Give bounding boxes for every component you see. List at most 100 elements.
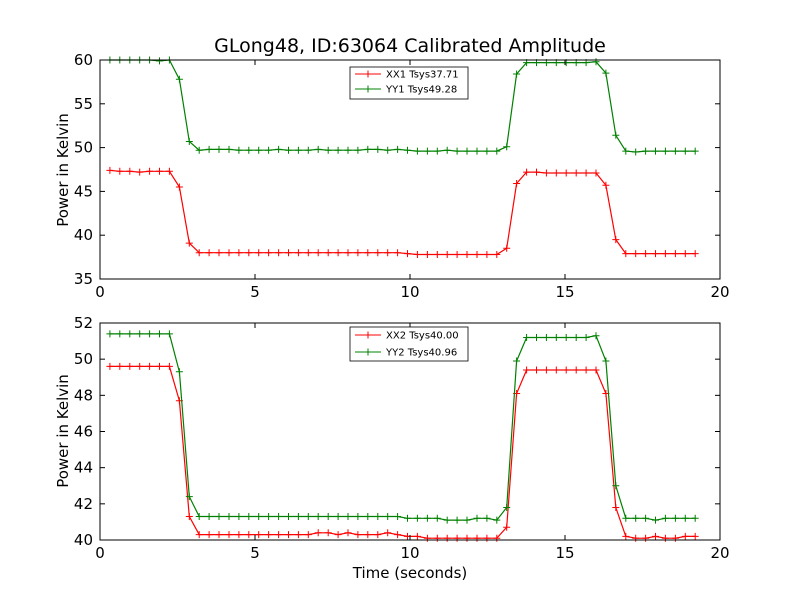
bottom-series-1-point — [523, 334, 531, 341]
top-series-1-point — [473, 147, 481, 155]
top-series-0-point — [413, 251, 421, 258]
bottom-tick-layer: 0 5 10 15 20 40 42 44 46 48 50 52 — [74, 314, 730, 562]
bottom-series-0-point — [225, 531, 233, 539]
top-series-0-point — [255, 249, 263, 257]
bottom-series-0-point — [503, 523, 511, 531]
top-series-0-point — [652, 250, 659, 258]
top-series-1-point — [304, 146, 312, 154]
top-series-0-point — [493, 251, 501, 258]
top-series-0-point — [334, 249, 342, 257]
top-series-0-point — [354, 249, 362, 257]
bottom-series-0-point — [562, 366, 570, 374]
top-series-0-point — [473, 251, 481, 258]
top-series-1-point — [681, 147, 689, 155]
bottom-series-1-point — [205, 513, 213, 520]
bottom-series-0-point — [165, 362, 173, 370]
top-y-tick-label: 55 — [74, 95, 93, 113]
top-panel: 0 5 10 15 20 35 40 45 50 55 60 Power in Kelvin XX1… — [54, 51, 730, 301]
bottom-series-0-point — [215, 531, 223, 539]
top-x-tick-label: 20 — [710, 283, 729, 301]
bottom-series-1-point — [602, 357, 610, 365]
top-series-1-point — [245, 146, 253, 154]
bottom-series-0-point — [245, 531, 253, 539]
bottom-series-1-point — [146, 330, 154, 338]
bottom-series-0-point — [136, 362, 144, 370]
bottom-series-0-point — [344, 529, 352, 537]
top-series-0-point — [513, 180, 521, 187]
bottom-series-0-point — [463, 534, 471, 542]
bottom-series-1-point — [195, 513, 203, 520]
top-series-0-point — [136, 168, 144, 176]
bottom-series-0-point — [106, 362, 114, 370]
bottom-series-0-point — [354, 531, 362, 539]
top-series-0-point — [225, 249, 233, 257]
top-series-1-point — [503, 143, 511, 151]
bottom-y-tick-label: 42 — [74, 495, 93, 513]
top-legend-marker-0 — [364, 70, 372, 78]
bottom-series-1-point — [622, 514, 630, 522]
top-series-0-point — [612, 236, 620, 244]
top-series-1-point — [314, 145, 322, 153]
top-series-0-point — [632, 250, 640, 258]
top-series-1-point — [602, 69, 610, 77]
top-series-0-point — [106, 166, 114, 174]
bottom-series-0-point — [364, 531, 372, 539]
bottom-series-0-point — [156, 362, 163, 370]
bottom-series-1-point — [562, 334, 570, 341]
bottom-series-0-point — [116, 362, 124, 370]
bottom-legend: XX2 Tsys40.00 YY2 Tsys40.96 — [349, 326, 469, 362]
bottom-series-1-point — [483, 514, 491, 522]
bottom-series-0-point — [413, 532, 421, 540]
top-series-1-point — [294, 146, 302, 154]
bottom-y-tick-label: 40 — [74, 531, 93, 549]
top-series-1-point — [265, 146, 273, 154]
top-series-0-point — [642, 250, 650, 258]
bottom-y-tick-label: 52 — [74, 314, 93, 332]
top-legend-marker-1 — [364, 85, 372, 93]
bottom-series-0-point — [612, 504, 620, 511]
top-series-1-point — [334, 146, 342, 154]
bottom-series-0-point — [592, 366, 600, 374]
top-y-tick-label: 60 — [74, 51, 93, 69]
bottom-series-0-point — [205, 531, 213, 539]
top-series-1-point — [354, 146, 362, 154]
bottom-series-1-point — [314, 513, 322, 520]
top-series-0-point — [285, 249, 292, 257]
top-series-1-point — [513, 70, 521, 78]
bottom-series-1-point — [255, 513, 263, 520]
bottom-series-1-point — [542, 334, 550, 341]
top-legend: XX1 Tsys37.71 YY1 Tsys49.28 — [349, 66, 469, 100]
bottom-series-1-point — [463, 516, 471, 524]
bottom-series-layer — [106, 330, 699, 542]
top-series-0-point — [523, 168, 531, 176]
top-legend-box — [349, 66, 469, 100]
bottom-series-0-point — [483, 534, 491, 542]
bottom-series-1-point — [175, 368, 183, 376]
bottom-y-tick-label: 46 — [74, 423, 93, 441]
bottom-x-tick-label: 10 — [400, 544, 419, 562]
top-x-tick-label: 15 — [555, 283, 574, 301]
bottom-series-0-point — [652, 532, 659, 540]
top-series-1-point — [632, 148, 640, 156]
bottom-x-tick-label: 20 — [710, 544, 729, 562]
top-series-1-point — [433, 147, 441, 155]
bottom-legend-label-0: XX2 Tsys40.00 — [386, 331, 459, 342]
top-series-0-point — [533, 168, 540, 176]
top-series-1-point — [185, 138, 193, 145]
top-series-0-point — [185, 239, 193, 247]
bottom-series-0-point — [126, 362, 134, 370]
top-series-1-point — [592, 58, 600, 66]
bottom-series-0-point — [185, 513, 193, 520]
bottom-series-1-point — [235, 513, 243, 520]
bottom-series-1-point — [374, 513, 382, 520]
bottom-series-0-point — [533, 366, 540, 374]
top-series-1-point — [205, 145, 213, 153]
top-series-0-point — [562, 169, 570, 177]
top-x-tick-label: 0 — [95, 283, 105, 301]
top-series-1-point — [374, 145, 382, 153]
bottom-series-0-point — [523, 366, 531, 374]
bottom-series-1-point — [354, 513, 362, 520]
bottom-series-0-point — [275, 531, 283, 539]
top-series-0-point — [165, 167, 173, 175]
bottom-series-1-point — [612, 482, 620, 490]
